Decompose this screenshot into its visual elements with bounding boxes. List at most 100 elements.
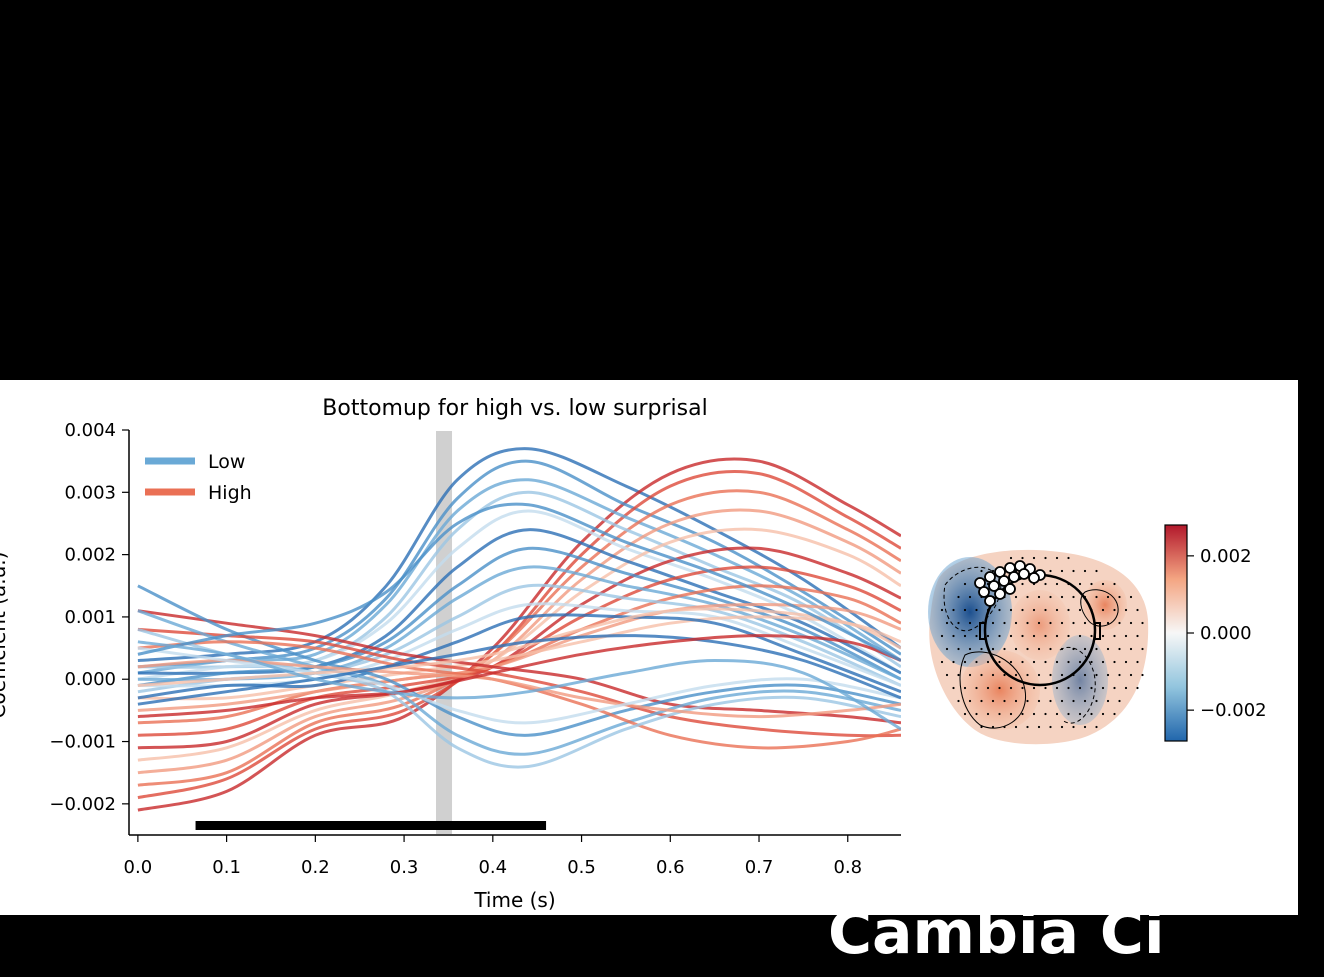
sensor-dot xyxy=(1072,699,1075,703)
sensor-dot xyxy=(1021,660,1024,664)
series-line-low-11 xyxy=(137,584,901,737)
sensor-dot xyxy=(1014,595,1018,599)
sensor-dot xyxy=(1009,634,1013,638)
series-line-low-15 xyxy=(137,634,901,706)
sensor-dot xyxy=(1060,647,1064,651)
series-line-low-17 xyxy=(137,640,901,731)
topomap-significant-sensors xyxy=(974,560,1046,607)
sensor-dot xyxy=(1044,556,1047,560)
sensor-dot xyxy=(1026,647,1029,651)
sensor-dot xyxy=(1083,699,1087,703)
sensor-dot xyxy=(940,634,944,638)
sensor-dot xyxy=(1141,621,1144,625)
sensor-dot xyxy=(1021,582,1024,586)
sensor-dot xyxy=(1136,608,1139,612)
series-line-high-6 xyxy=(137,565,901,737)
sensor-dot xyxy=(968,673,972,677)
sensor-dot xyxy=(1113,712,1116,716)
sensor-dot xyxy=(1101,660,1105,664)
x-ticks: 0.0 0.1 0.2 0.3 0.4 0.5 0.6 0.7 0.8 xyxy=(124,835,862,878)
legend-label-high: High xyxy=(208,482,252,504)
series-line-high-9 xyxy=(137,615,901,701)
sensor-dot xyxy=(980,647,983,651)
sensor-dot xyxy=(1037,595,1041,599)
sensor-dot xyxy=(1095,725,1098,729)
sensor-dot xyxy=(1037,621,1041,625)
sensor-dot xyxy=(1049,621,1052,625)
sensor-dot xyxy=(1106,595,1110,599)
sensor-dot xyxy=(1044,712,1047,716)
sensor-dot xyxy=(957,595,960,599)
sensor-dot xyxy=(1136,686,1139,690)
sensor-dot xyxy=(1037,699,1041,703)
series-line-low-16 xyxy=(137,502,901,662)
sensor-dot xyxy=(986,712,990,716)
sensor-dot xyxy=(1032,556,1036,560)
sensor-dot xyxy=(963,712,967,716)
sensor-dot xyxy=(963,608,967,612)
sensor-dot xyxy=(1044,660,1047,664)
sensor-dot xyxy=(1072,621,1075,625)
sensor-dot xyxy=(1060,569,1064,573)
sensor-dot xyxy=(1083,621,1087,625)
lines-group xyxy=(137,447,901,812)
series-line-high-12 xyxy=(137,640,901,750)
x-tick-label: 0.7 xyxy=(745,857,774,878)
sensor-dot xyxy=(1136,660,1139,664)
sensor-dot xyxy=(1078,660,1082,664)
sensor-dot xyxy=(1026,621,1029,625)
y-tick-label: −0.002 xyxy=(49,794,116,815)
sensor-dot xyxy=(1049,699,1052,703)
sensor-dot xyxy=(1072,725,1075,729)
x-axis-label: Time (s) xyxy=(473,888,555,912)
sensor-dot xyxy=(1009,686,1013,690)
sensor-dot xyxy=(1060,699,1064,703)
sensor-dot xyxy=(1095,673,1098,677)
sensor-dot xyxy=(1026,595,1029,599)
sensor-dot xyxy=(1113,634,1116,638)
x-tick-label: 0.8 xyxy=(833,857,862,878)
colorbar-tick-label: 0.002 xyxy=(1200,546,1252,567)
sensor-dot xyxy=(1083,569,1087,573)
sensor-dot xyxy=(1095,569,1098,573)
sensor-dot xyxy=(1009,556,1013,560)
sensor-dot xyxy=(952,686,955,690)
sensor-dot xyxy=(1003,725,1006,729)
sensor-dot xyxy=(1049,725,1052,729)
topomap-contour-3 xyxy=(1080,589,1119,627)
sensor-dot xyxy=(952,608,955,612)
sensor-dot xyxy=(1090,608,1093,612)
colorbar-ticks: 0.002 0.000 −0.002 xyxy=(1187,546,1267,721)
sensor-dot xyxy=(1049,569,1052,573)
sensor-dot xyxy=(1060,621,1064,625)
sensor-dot xyxy=(1118,595,1121,599)
topomap-contour xyxy=(943,566,1002,632)
sensor-dot xyxy=(1141,673,1144,677)
sensor-dot xyxy=(1101,634,1105,638)
sensor-dot xyxy=(1078,634,1082,638)
topomap-contour-2 xyxy=(959,651,1026,729)
sensor-dot xyxy=(963,634,967,638)
sensor-dot xyxy=(991,621,995,625)
x-tick-label: 0.0 xyxy=(124,857,153,878)
bottom-caption-text: Cambia Ci xyxy=(828,898,1165,968)
sensor-dot xyxy=(1021,608,1024,612)
sensor-dot xyxy=(998,686,1001,690)
sensor-dot xyxy=(1067,686,1070,690)
sensor-dot xyxy=(991,699,995,703)
significant-sensor-marker xyxy=(994,588,1006,600)
sensor-dot xyxy=(1090,582,1093,586)
sensor-dot xyxy=(986,660,990,664)
sensor-dot xyxy=(957,673,960,677)
sensor-dot xyxy=(1129,673,1133,677)
sensor-dot xyxy=(1014,673,1018,677)
sensor-dot xyxy=(1067,712,1070,716)
significant-sensor-marker xyxy=(1018,568,1030,580)
sensor-dot xyxy=(1044,582,1047,586)
sensor-dot xyxy=(975,686,978,690)
sensor-dot xyxy=(998,712,1001,716)
sensor-dot xyxy=(1049,673,1052,677)
sensor-dot xyxy=(1055,660,1059,664)
sensor-dot xyxy=(1055,686,1059,690)
sensor-dot xyxy=(1009,608,1013,612)
